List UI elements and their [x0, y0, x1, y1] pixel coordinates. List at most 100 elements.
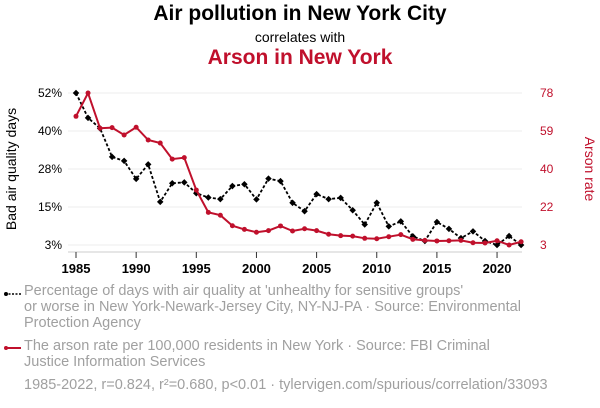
data-point-air-quality: [108, 153, 116, 161]
legend-marker-air: [3, 290, 21, 298]
data-point-air-quality: [120, 157, 128, 165]
data-point-air-quality: [361, 221, 368, 228]
data-point-arson: [374, 236, 380, 242]
chart-title-2: Arson in New York: [207, 46, 393, 69]
series-line-air-quality: [75, 92, 522, 247]
data-point-air-quality: [156, 198, 164, 206]
data-point-air-quality: [469, 228, 477, 235]
data-point-arson: [97, 125, 103, 131]
data-point-arson: [290, 228, 296, 234]
data-point-arson: [398, 232, 404, 238]
data-point-arson: [338, 233, 344, 239]
data-point-arson: [482, 240, 488, 246]
data-point-arson: [265, 228, 271, 234]
data-point-arson: [133, 124, 139, 130]
data-point-arson: [422, 237, 428, 243]
data-point-air-quality: [253, 196, 260, 203]
data-point-air-quality: [181, 179, 188, 186]
data-point-air-quality: [132, 175, 140, 183]
data-point-arson: [205, 209, 211, 215]
y-axis-label-right: Arson rate: [582, 137, 598, 202]
data-point-air-quality: [277, 177, 284, 185]
data-point-arson: [169, 156, 175, 162]
data-point-arson: [278, 223, 284, 229]
data-point-arson: [314, 228, 320, 234]
data-point-arson: [229, 223, 235, 229]
x-tick-label: 1990: [122, 261, 151, 276]
data-point-air-quality: [349, 207, 356, 214]
chart-plot: 3% 3 15% 22 28% 40 40% 59 52% 78 1985 1990 1995 2000 2…: [3, 86, 598, 276]
data-point-air-quality: [373, 199, 381, 207]
data-point-air-quality: [217, 195, 224, 203]
data-point-arson: [73, 113, 79, 119]
data-point-arson: [181, 155, 187, 161]
legend-item-air: Percentage of days with air quality at '…: [24, 283, 584, 331]
y-tick-right: 59: [540, 124, 554, 138]
data-point-arson: [506, 242, 512, 248]
data-point-air-quality: [385, 223, 393, 230]
data-point-arson: [145, 137, 151, 143]
data-point-arson: [494, 238, 500, 244]
y-tick-right: 40: [540, 162, 554, 176]
data-point-arson: [217, 212, 223, 218]
data-point-air-quality: [265, 175, 272, 182]
data-point-arson: [410, 236, 416, 242]
data-point-arson: [85, 90, 91, 96]
data-point-air-quality: [313, 190, 320, 198]
x-tick-label: 1995: [182, 261, 211, 276]
data-point-air-quality: [241, 180, 248, 188]
y-tick-right: 22: [540, 200, 554, 214]
data-point-air-quality: [229, 182, 236, 190]
data-point-arson: [386, 234, 392, 240]
data-point-arson: [241, 226, 247, 232]
legend-line: Protection Agency: [24, 315, 141, 331]
x-tick-label: 1985: [62, 261, 91, 276]
data-point-air-quality: [433, 218, 441, 226]
y-axis-label-left: Bad air quality days: [3, 108, 19, 230]
y-tick-left: 15%: [38, 200, 62, 214]
x-tick-label: 2020: [483, 261, 512, 276]
data-point-air-quality: [289, 199, 296, 207]
data-point-arson: [302, 226, 308, 232]
data-point-arson: [157, 140, 163, 146]
legend-line: Justice Information Services: [24, 354, 206, 370]
legend-line: The arson rate per 100,000 residents in …: [24, 338, 490, 354]
data-point-arson: [446, 238, 452, 244]
legend-line: or worse in New York-Newark-Jersey City,…: [24, 299, 521, 315]
data-point-air-quality: [72, 89, 80, 97]
chart-title: Air pollution in New York City: [153, 2, 447, 25]
y-tick-right: 78: [540, 86, 554, 100]
y-tick-left: 52%: [38, 86, 62, 100]
y-tick-left: 40%: [38, 124, 62, 138]
data-point-air-quality: [325, 195, 332, 203]
legend-marker-arson: [3, 344, 21, 352]
data-point-arson: [518, 239, 524, 245]
data-point-arson: [253, 229, 259, 235]
data-point-arson: [121, 132, 127, 138]
y-tick-right: 3: [540, 238, 547, 252]
data-point-arson: [109, 125, 115, 131]
footer-stats: 1985-2022, r=0.824, r²=0.680, p<0.01 · t…: [24, 377, 548, 393]
data-point-air-quality: [397, 218, 405, 225]
legend-item-arson: The arson rate per 100,000 residents in …: [24, 338, 584, 370]
y-tick-left: 3%: [45, 238, 63, 252]
legend-line: Percentage of days with air quality at '…: [24, 283, 464, 299]
data-point-air-quality: [168, 180, 176, 187]
x-tick-label: 2015: [422, 261, 451, 276]
x-tick-label: 2010: [362, 261, 391, 276]
data-point-arson: [326, 231, 332, 237]
data-point-arson: [362, 235, 368, 241]
data-point-air-quality: [205, 194, 212, 201]
x-tick-label: 2005: [302, 261, 331, 276]
data-point-air-quality: [337, 194, 344, 202]
y-tick-left: 28%: [38, 162, 62, 176]
data-point-air-quality: [505, 232, 513, 240]
data-point-arson: [434, 238, 440, 244]
data-point-air-quality: [84, 114, 92, 122]
data-point-air-quality: [144, 161, 152, 168]
data-point-air-quality: [445, 225, 453, 233]
chart-subtitle: correlates with: [254, 29, 346, 45]
data-point-arson: [193, 187, 199, 193]
data-point-arson: [458, 237, 464, 243]
data-point-arson: [350, 233, 356, 239]
